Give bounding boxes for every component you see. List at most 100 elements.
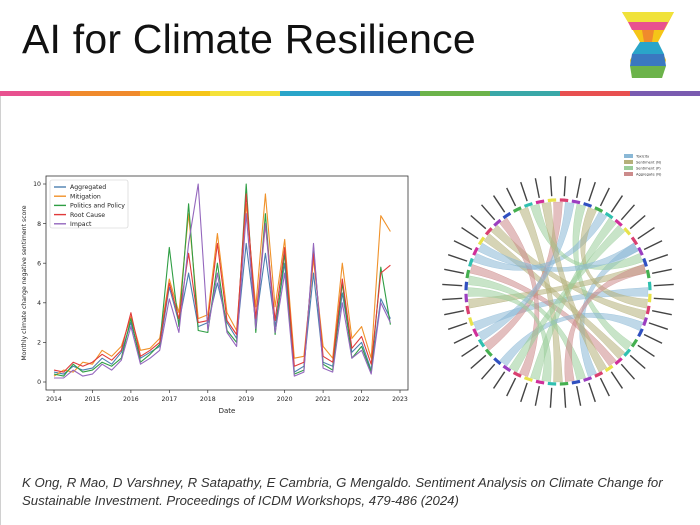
chord-label-mark [442,297,463,301]
chord-ring-segment [637,328,644,338]
legend-box [49,179,129,229]
chord-ring-segment [472,246,479,256]
series-line-politics-and-policy [53,183,391,377]
chord-diagram: Toxicity Sentiment (N) Sentiment (P) Aggreg… [442,154,674,408]
chord-label-mark [534,178,540,198]
chord-label-mark [576,386,582,406]
chord-ring-segment [571,199,581,205]
chord-label-mark [643,240,663,251]
chord-ring-segment [594,371,604,378]
chord-label-mark [492,371,506,389]
x-tick-label: 2016 [123,396,139,403]
tornado-logo [622,12,674,78]
chord-ring-segment [583,376,593,382]
chord-ribbon [564,264,647,382]
chord-ring-segment [477,236,486,246]
chord-ring-segment [477,338,486,348]
chord-ring-segment [547,381,557,386]
chord-label-mark [453,333,473,344]
chord-ring-segment [604,364,614,373]
chord-ring-segment [559,381,569,386]
x-tick-label: 2015 [85,396,101,403]
chord-legend-swatch [624,172,633,176]
chord-ribbon [541,202,608,373]
series-line-mitigation [53,193,391,377]
chord-label-mark [653,283,674,287]
chord-label-mark [492,195,506,213]
chord-label-mark [648,322,669,330]
chord-ring-segment [623,227,632,236]
chord-label-mark [520,181,528,202]
chord-label-mark [470,214,487,230]
chord-ring-segment [594,206,604,213]
chord-ring-segment [484,227,493,236]
chord-ring-segment [647,293,652,303]
chord-ring-segment [465,305,471,315]
rainbow-segment [280,91,350,96]
x-tick-label: 2023 [392,396,408,403]
chord-ring-segment [645,269,651,279]
chord-label-mark [643,333,663,344]
rainbow-segment [210,91,280,96]
rainbow-segment [350,91,420,96]
y-tick-label: 6 [37,260,41,267]
x-tick-label: 2020 [277,396,293,403]
chart-legend: Aggregated Mitigation Politics and Policy R… [49,179,129,229]
chord-ring-segment [468,257,474,267]
chord-label-mark [599,187,610,207]
chord-ring-segment [623,348,632,357]
legend-label: Aggregated [70,184,106,191]
chord-ring-segment [604,211,614,220]
rainbow-segment [420,91,490,96]
chord-label-mark [470,354,487,370]
chord-label-mark [549,176,553,197]
y-tick-label: 4 [37,300,41,307]
chord-label-mark [447,322,468,330]
chord-label-mark [588,181,596,202]
series-line-impact [54,183,391,379]
chord-label-mark [520,382,528,403]
y-tick-label: 10 [33,181,41,188]
chord-label-mark [461,226,479,240]
y-tick-label: 8 [37,221,41,228]
chord-label-mark [461,344,479,358]
chord-ring-segment [630,338,639,348]
chord-label-mark [480,363,496,380]
chord-legend-swatch [624,160,633,164]
chord-label-mark [652,310,672,316]
chord-label-mark [637,344,655,358]
chord-label-mark [442,283,463,287]
chord-legend-label: Sentiment (N) [636,161,662,165]
chord-ring-segment [630,236,639,246]
chord-ribbon [572,203,633,351]
chord-ring-segment [472,328,479,338]
chord-label-mark [549,387,553,408]
chord-legend-label: Sentiment (P) [636,167,661,171]
chord-label-mark [599,377,610,397]
chord-legend: Toxicity Sentiment (N) Sentiment (P) Aggreg… [624,154,662,177]
chord-label-mark [629,354,646,370]
chord-ring-segment [547,198,557,203]
chord-label-mark [610,371,624,389]
chord-label-mark [620,204,636,221]
chord-label-mark [629,214,646,230]
x-tick-label: 2014 [46,396,62,403]
rainbow-segment [630,91,700,96]
chord-label-mark [453,240,473,251]
chord-ring-segment [502,364,512,373]
y-tick-label: 0 [37,379,41,386]
series-line-root-cause [53,193,391,373]
chord-ring-segment [464,293,469,303]
chord-ribbon [467,287,552,382]
chord-ring-segment [571,379,581,385]
rainbow-segment [490,91,560,96]
chord-ring-segment [647,281,652,291]
chord-ring-segment [614,357,623,366]
x-axis-label: Date [219,407,236,415]
chord-legend-swatch [624,154,633,158]
chord-label-mark [588,382,596,403]
x-tick-label: 2022 [354,396,370,403]
chord-label-mark [506,377,517,397]
chord-ring-segment [468,317,474,327]
slide-title: AI for Climate Resilience [22,16,476,62]
